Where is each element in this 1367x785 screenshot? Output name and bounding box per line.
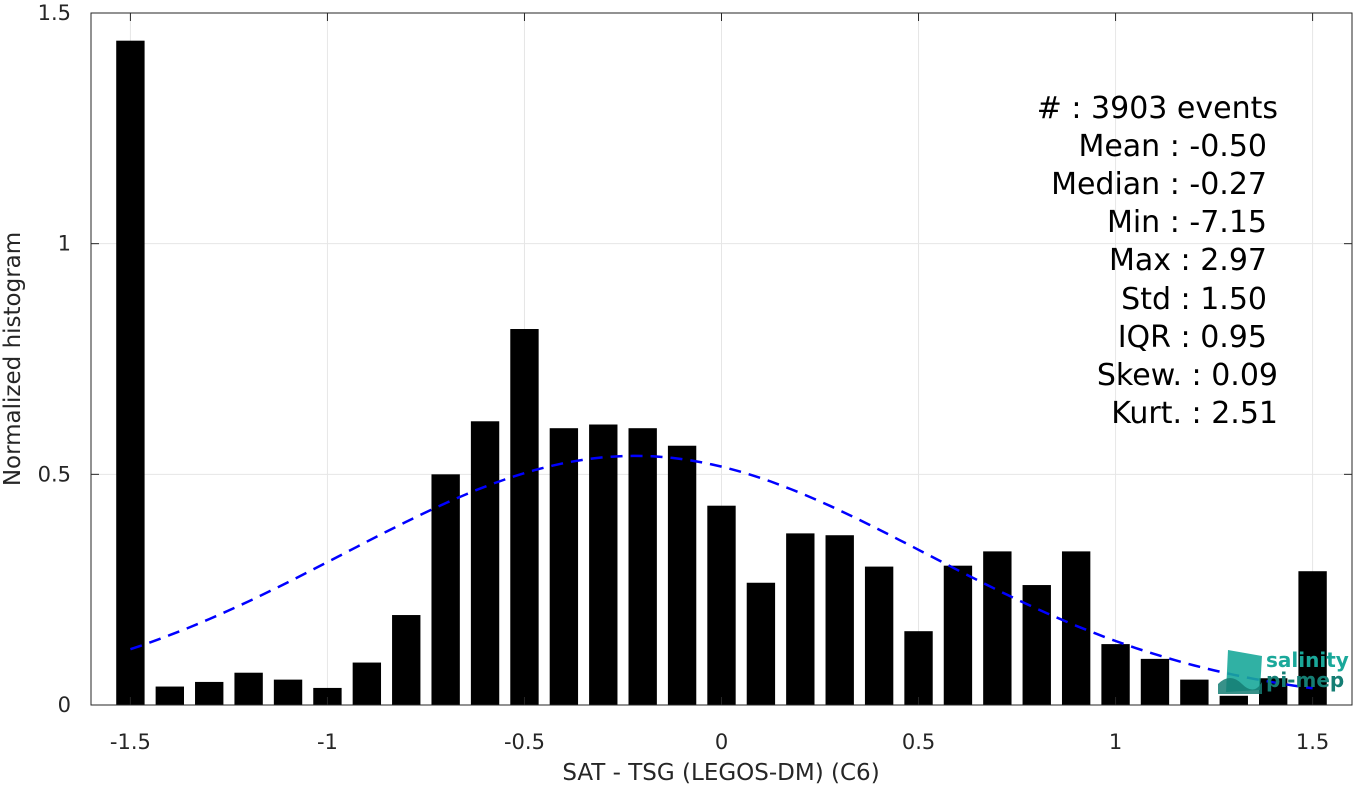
x-axis-label: SAT - TSG (LEGOS-DM) (C6) — [562, 760, 879, 785]
histogram-bar — [983, 551, 1012, 705]
histogram-bar — [116, 40, 145, 706]
histogram-bars — [116, 40, 1327, 706]
histogram-bar — [667, 445, 697, 705]
histogram-bar — [155, 686, 184, 705]
y-tick-label: 0 — [58, 693, 71, 717]
x-tick-label: -1 — [317, 730, 338, 754]
histogram-bar — [1180, 679, 1209, 705]
histogram-bar — [352, 662, 382, 705]
stat-mean: Mean : -0.50 — [1078, 129, 1267, 164]
x-tick-label: -0.5 — [504, 730, 545, 754]
stat-max: Max : 2.97 — [1109, 243, 1267, 278]
stat-median: Median : -0.27 — [1051, 167, 1267, 202]
histogram-bar — [628, 428, 657, 705]
histogram-bar — [1061, 551, 1091, 705]
stat-min: Min : -7.15 — [1107, 205, 1267, 240]
x-tick-label: 0 — [715, 730, 728, 754]
y-tick-label: 0.5 — [38, 462, 71, 486]
histogram-bar — [707, 505, 736, 705]
salinity-pimep-logo: salinity pi-mep — [1218, 648, 1349, 694]
histogram-bar — [195, 681, 224, 705]
normal-fit-curve — [130, 454, 1313, 690]
logo-graphic-wave — [1218, 678, 1262, 694]
histogram-bar — [589, 424, 618, 705]
histogram-bar — [549, 428, 579, 705]
histogram-bar — [1101, 644, 1130, 705]
histogram-bar — [273, 679, 303, 705]
stat-events: # : 3903 events — [1037, 91, 1278, 126]
axis-ticks: -1.5 -1 -0.5 0 0.5 1 1.5 0 0.5 1 1.5 — [38, 1, 1352, 754]
stat-std: Std : 1.50 — [1121, 282, 1267, 317]
histogram-bar — [746, 582, 776, 705]
histogram-bar — [864, 566, 894, 705]
histogram-bar — [786, 533, 815, 705]
stat-iqr: IQR : 0.95 — [1118, 320, 1267, 355]
histogram-bar — [825, 535, 854, 705]
histogram-bar — [313, 687, 342, 705]
histogram-bar — [904, 631, 933, 705]
y-axis-label: Normalized histogram — [0, 232, 26, 486]
x-tick-label: 0.5 — [902, 730, 935, 754]
y-tick-label: 1.5 — [38, 1, 71, 25]
x-tick-label: -1.5 — [110, 730, 151, 754]
histogram-bar — [431, 474, 460, 705]
histogram-bar — [392, 615, 421, 705]
histogram-bar — [1219, 695, 1248, 705]
logo-line-1: salinity — [1266, 648, 1349, 672]
histogram-bar — [510, 329, 539, 705]
x-tick-label: 1.5 — [1296, 730, 1329, 754]
y-tick-label: 1 — [58, 232, 71, 256]
histogram-bar — [943, 565, 973, 705]
stat-skew: Skew. : 0.09 — [1097, 358, 1278, 393]
statistics-box: # : 3903 events Mean : -0.50 Median : -0… — [1037, 91, 1278, 431]
histogram-bar — [1298, 571, 1327, 705]
stat-kurt: Kurt. : 2.51 — [1111, 396, 1278, 431]
x-tick-label: 1 — [1109, 730, 1122, 754]
histogram-bar — [1140, 658, 1170, 705]
histogram-bar — [234, 672, 263, 705]
logo-line-2: pi-mep — [1266, 668, 1344, 692]
histogram-bar — [470, 421, 500, 705]
